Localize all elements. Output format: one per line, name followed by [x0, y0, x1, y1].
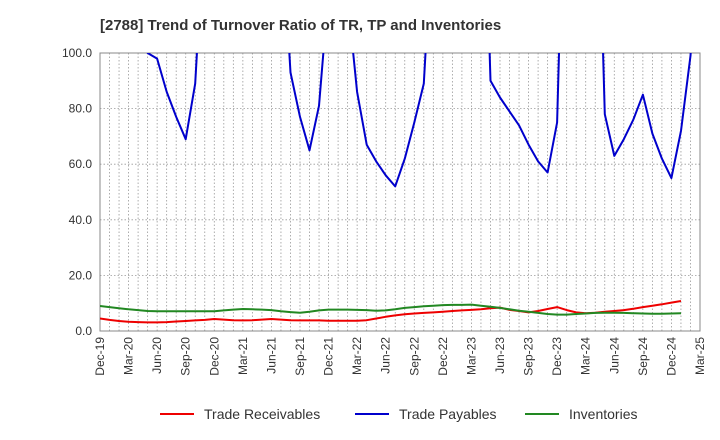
x-tick-label: Dec-24 — [664, 337, 678, 376]
x-tick-label: Sep-22 — [407, 337, 421, 376]
y-tick-label: 40.0 — [69, 213, 93, 227]
series-line-trade-payables — [146, 53, 692, 188]
x-tick-label: Sep-21 — [293, 337, 307, 376]
y-tick-label: 0.0 — [75, 324, 92, 338]
x-axis-ticks: Dec-19 Mar-20 Jun-20 Sep-20 Dec-20 Mar-21 Jun-… — [93, 337, 707, 376]
x-tick-label: Jun-22 — [379, 337, 393, 374]
x-tick-label: Dec-22 — [436, 337, 450, 376]
x-tick-label: Jun-21 — [264, 337, 278, 374]
plot-area-frame — [99, 52, 701, 332]
x-tick-label: Sep-24 — [636, 337, 650, 376]
x-tick-label: Mar-25 — [693, 337, 707, 375]
y-tick-label: 60.0 — [69, 157, 93, 171]
x-tick-label: Mar-20 — [122, 337, 136, 375]
y-tick-label: 80.0 — [69, 102, 93, 116]
chart-title: [2788] Trend of Turnover Ratio of TR, TP… — [100, 17, 501, 34]
x-tick-label: Mar-21 — [236, 337, 250, 375]
legend-label-trade-receivables: Trade Receivables — [204, 406, 320, 422]
y-tick-label: 20.0 — [69, 268, 93, 282]
grid-lines — [100, 53, 700, 331]
x-tick-label: Sep-23 — [522, 337, 536, 376]
x-tick-label: Dec-23 — [550, 337, 564, 376]
series-layer — [100, 53, 692, 324]
x-tick-label: Jun-23 — [493, 337, 507, 374]
legend: Trade Receivables Trade Payables Inventori… — [160, 406, 637, 422]
x-tick-label: Dec-20 — [207, 337, 221, 376]
series-line-inventories — [100, 303, 682, 316]
x-tick-label: Mar-22 — [350, 337, 364, 375]
x-tick-label: Sep-20 — [179, 337, 193, 376]
legend-label-trade-payables: Trade Payables — [399, 406, 497, 422]
x-tick-label: Mar-23 — [464, 337, 478, 375]
legend-label-inventories: Inventories — [569, 406, 637, 422]
y-axis-ticks: 0.0 20.0 40.0 60.0 80.0 100.0 — [62, 46, 92, 338]
x-tick-label: Dec-21 — [322, 337, 336, 376]
x-tick-label: Mar-24 — [579, 337, 593, 375]
x-tick-label: Jun-24 — [607, 337, 621, 374]
y-tick-label: 100.0 — [62, 46, 92, 60]
x-tick-label: Dec-19 — [93, 337, 107, 376]
x-tick-label: Jun-20 — [150, 337, 164, 374]
